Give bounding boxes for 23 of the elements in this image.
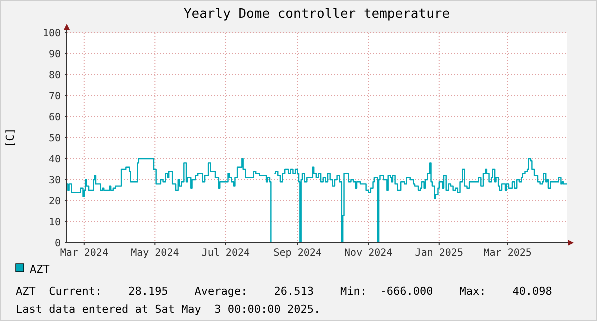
- x-tick-label: Mar 2025: [484, 248, 532, 259]
- text: Last data entered at Sat May 3 00:00:00 2025.: [16, 302, 321, 316]
- x-tick-label: May 2024: [131, 248, 180, 259]
- text: AZT Current: 28.195 Average: 26.513 Min: -666.000 Max: 40.098: [16, 284, 552, 298]
- y-tick-label: 90: [48, 50, 61, 60]
- x-tick-label: Jan 2025: [415, 248, 464, 259]
- y-tick-label: 10: [48, 218, 61, 228]
- y-tick-label: 70: [48, 92, 61, 102]
- y-axis-title: [C]: [4, 128, 17, 148]
- x-tick-label: Jul 2024: [202, 248, 250, 259]
- y-tick-label: 100: [42, 28, 61, 40]
- y-tick-label: 30: [48, 176, 61, 186]
- y-tick-label: 60: [48, 112, 61, 124]
- y-tick-label: 80: [48, 70, 61, 82]
- legend-label: AZT: [30, 262, 50, 276]
- chart-title: Yearly Dome controller temperature: [184, 7, 450, 22]
- x-tick-label: Sep 2024: [274, 248, 322, 259]
- y-tick-label: 0: [54, 238, 61, 250]
- y-tick-label: 50: [48, 134, 61, 144]
- x-tick-label: Mar 2024: [60, 248, 108, 259]
- y-tick-label: 40: [48, 154, 61, 166]
- y-tick-label: 20: [48, 196, 61, 208]
- x-tick-label: Nov 2024: [344, 248, 393, 259]
